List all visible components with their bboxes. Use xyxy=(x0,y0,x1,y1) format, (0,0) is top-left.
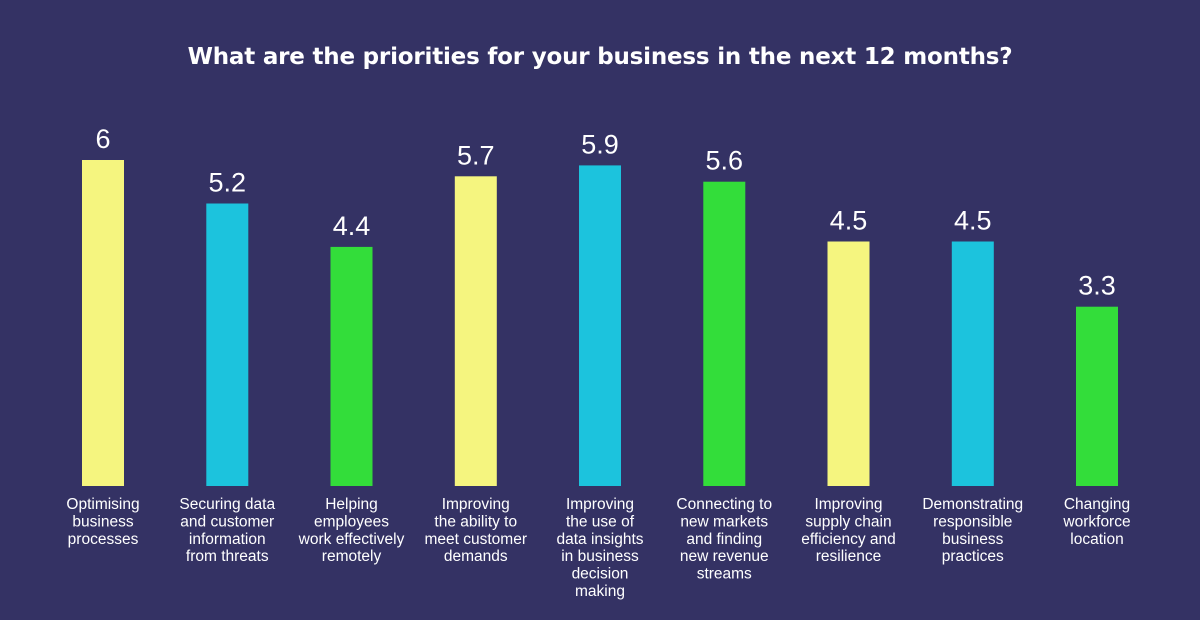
bar-9 xyxy=(1076,306,1118,486)
category-label-line: making xyxy=(575,583,625,600)
category-label-line: new markets xyxy=(680,513,768,530)
category-label-line: new revenue xyxy=(680,548,769,565)
category-label-line: Improving xyxy=(566,496,634,513)
category-label-line: Improving xyxy=(814,496,882,513)
category-label-line: Helping xyxy=(325,496,378,513)
category-label-line: streams xyxy=(697,566,752,583)
category-label-line: Changing xyxy=(1064,496,1130,513)
value-label-5: 5.9 xyxy=(581,129,619,159)
bar-3 xyxy=(330,246,373,486)
bar-8 xyxy=(951,241,994,486)
category-label-2: Securing data and customer information from… xyxy=(179,496,275,565)
category-label-line: Demonstrating xyxy=(922,496,1023,513)
category-label-line: business xyxy=(942,531,1003,548)
category-label-line: responsible xyxy=(933,513,1012,530)
category-label-6: Connecting to new markets and finding new r… xyxy=(676,496,772,583)
category-label-8: Demonstrating responsible business practice… xyxy=(922,496,1023,565)
category-label-line: Improving xyxy=(442,496,510,513)
category-label-5: Improving the use of data insights in busin… xyxy=(556,496,643,600)
category-label-line: workforce xyxy=(1062,513,1130,530)
category-label-line: the use of xyxy=(566,513,635,530)
category-label-line: Optimising xyxy=(66,496,139,513)
category-label-line: remotely xyxy=(322,548,382,565)
category-label-line: Securing data xyxy=(179,496,275,513)
category-label-line: the ability to xyxy=(434,513,517,530)
category-label-line: location xyxy=(1070,531,1123,548)
bar-6 xyxy=(703,181,746,486)
category-label-line: resilience xyxy=(816,548,881,565)
chart-title: What are the priorities for your busines… xyxy=(187,44,1013,70)
bar-7 xyxy=(827,241,870,486)
category-label-line: meet customer xyxy=(424,531,527,548)
value-label-1: 6 xyxy=(95,124,110,154)
category-label-line: decision xyxy=(572,566,629,583)
category-label-line: practices xyxy=(942,548,1004,565)
category-label-line: efficiency and xyxy=(801,531,896,548)
value-label-2: 5.2 xyxy=(208,168,246,198)
category-label-3: Helping employees work effectively remotely xyxy=(298,496,405,565)
category-label-line: in business xyxy=(561,548,639,565)
category-label-1: Optimising business processes xyxy=(66,496,139,548)
category-label-9: Changing workforce location xyxy=(1062,496,1130,548)
category-label-line: and customer xyxy=(180,513,274,530)
category-label-line: processes xyxy=(68,531,139,548)
category-label-line: Connecting to xyxy=(676,496,772,513)
value-label-3: 4.4 xyxy=(333,211,371,241)
category-label-line: from threats xyxy=(186,548,269,565)
category-label-line: and finding xyxy=(686,531,762,548)
category-label-line: business xyxy=(72,513,133,530)
value-label-9: 3.3 xyxy=(1078,271,1116,301)
bar-2 xyxy=(206,203,249,486)
value-label-6: 5.6 xyxy=(705,146,743,176)
category-label-4: Improving the ability to meet customer dema… xyxy=(424,496,527,565)
category-label-line: information xyxy=(189,531,266,548)
category-label-line: supply chain xyxy=(805,513,891,530)
value-label-7: 4.5 xyxy=(830,206,868,236)
category-label-line: data insights xyxy=(556,531,643,548)
category-label-line: employees xyxy=(314,513,389,530)
bar-4 xyxy=(454,176,497,487)
value-label-8: 4.5 xyxy=(954,206,992,236)
value-label-4: 5.7 xyxy=(457,140,495,170)
category-label-line: demands xyxy=(444,548,508,565)
bar-5 xyxy=(579,165,621,486)
bar-1 xyxy=(82,160,124,486)
category-label-line: work effectively xyxy=(298,531,405,548)
category-label-7: Improving supply chain efficiency and resil… xyxy=(801,496,896,565)
